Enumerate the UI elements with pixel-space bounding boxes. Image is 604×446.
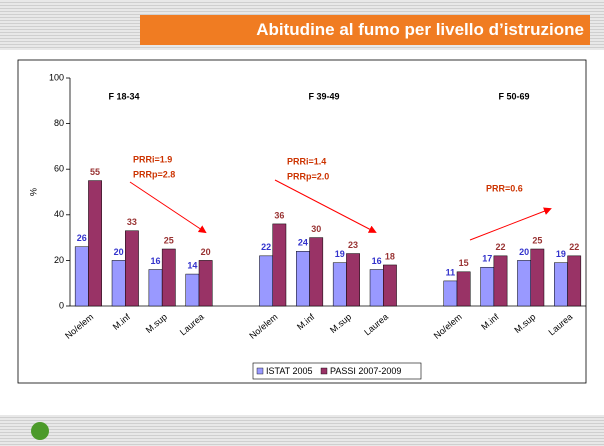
data-label: 19 [556, 249, 566, 259]
annotation: PRRp=2.8 [133, 169, 175, 179]
data-label: 22 [261, 242, 271, 252]
slide-title: Abitudine al fumo per livello d’istruzio… [140, 15, 590, 45]
bar [125, 230, 139, 307]
footer-band [0, 415, 604, 446]
bar [161, 248, 176, 307]
y-tick-label: 40 [54, 209, 64, 219]
group-title: F 39-49 [308, 91, 339, 101]
data-label: 26 [77, 233, 87, 243]
arrow [274, 179, 377, 233]
y-axis-label: % [28, 188, 38, 196]
data-label: 16 [372, 256, 382, 266]
data-label: 11 [446, 267, 456, 277]
bar [383, 264, 397, 307]
bar [567, 255, 582, 307]
chart-frame [17, 59, 587, 384]
bar [111, 260, 126, 307]
bar [296, 251, 310, 307]
bar [332, 262, 347, 307]
data-label: 33 [127, 217, 137, 227]
data-label: 24 [298, 238, 308, 248]
arrow [469, 207, 552, 241]
data-label: 25 [164, 235, 174, 245]
bar [554, 262, 568, 307]
y-tick-label: 100 [49, 72, 64, 82]
data-label: 17 [482, 254, 492, 264]
bar [148, 269, 163, 307]
bar [346, 253, 360, 307]
legend-swatch [256, 367, 264, 375]
annotation: PRRi=1.4 [287, 156, 326, 166]
arrow [129, 181, 207, 234]
bar [272, 223, 287, 307]
data-label: 18 [385, 251, 395, 261]
data-label: 15 [459, 258, 469, 268]
y-tick-label: 80 [54, 118, 64, 128]
bar [74, 246, 89, 307]
y-tick-label: 0 [59, 300, 64, 310]
bar [259, 255, 273, 307]
bar [530, 248, 545, 307]
group-title: F 50-69 [498, 91, 529, 101]
data-label: 16 [151, 256, 161, 266]
data-label: 25 [532, 235, 542, 245]
data-label: 30 [311, 224, 321, 234]
annotation: PRRp=2.0 [287, 171, 329, 181]
bar [493, 255, 508, 307]
annotation: PRR=0.6 [486, 183, 523, 193]
data-label: 22 [495, 242, 505, 252]
data-label: 14 [187, 260, 197, 270]
legend-frame [252, 362, 422, 380]
bar [185, 273, 200, 307]
data-label: 36 [274, 210, 284, 220]
y-tick-label: 20 [54, 255, 64, 265]
data-label: 20 [201, 247, 211, 257]
bar [309, 237, 324, 307]
legend-label: ISTAT 2005 [266, 366, 313, 376]
bar [88, 180, 102, 307]
data-label: 20 [114, 247, 124, 257]
bar [443, 280, 458, 307]
y-tick-label: 60 [54, 164, 64, 174]
data-label: 22 [569, 242, 579, 252]
bar [517, 260, 531, 307]
legend-label: PASSI 2007-2009 [330, 366, 401, 376]
bar [480, 266, 495, 307]
bar [369, 269, 384, 307]
data-label: 55 [90, 167, 100, 177]
data-label: 20 [519, 247, 529, 257]
annotation: PRRi=1.9 [133, 154, 172, 164]
group-title: F 18-34 [108, 91, 139, 101]
bar [198, 260, 213, 307]
logo [31, 422, 49, 440]
legend-swatch [320, 367, 328, 375]
bar [456, 271, 471, 307]
data-label: 19 [335, 249, 345, 259]
data-label: 23 [348, 240, 358, 250]
